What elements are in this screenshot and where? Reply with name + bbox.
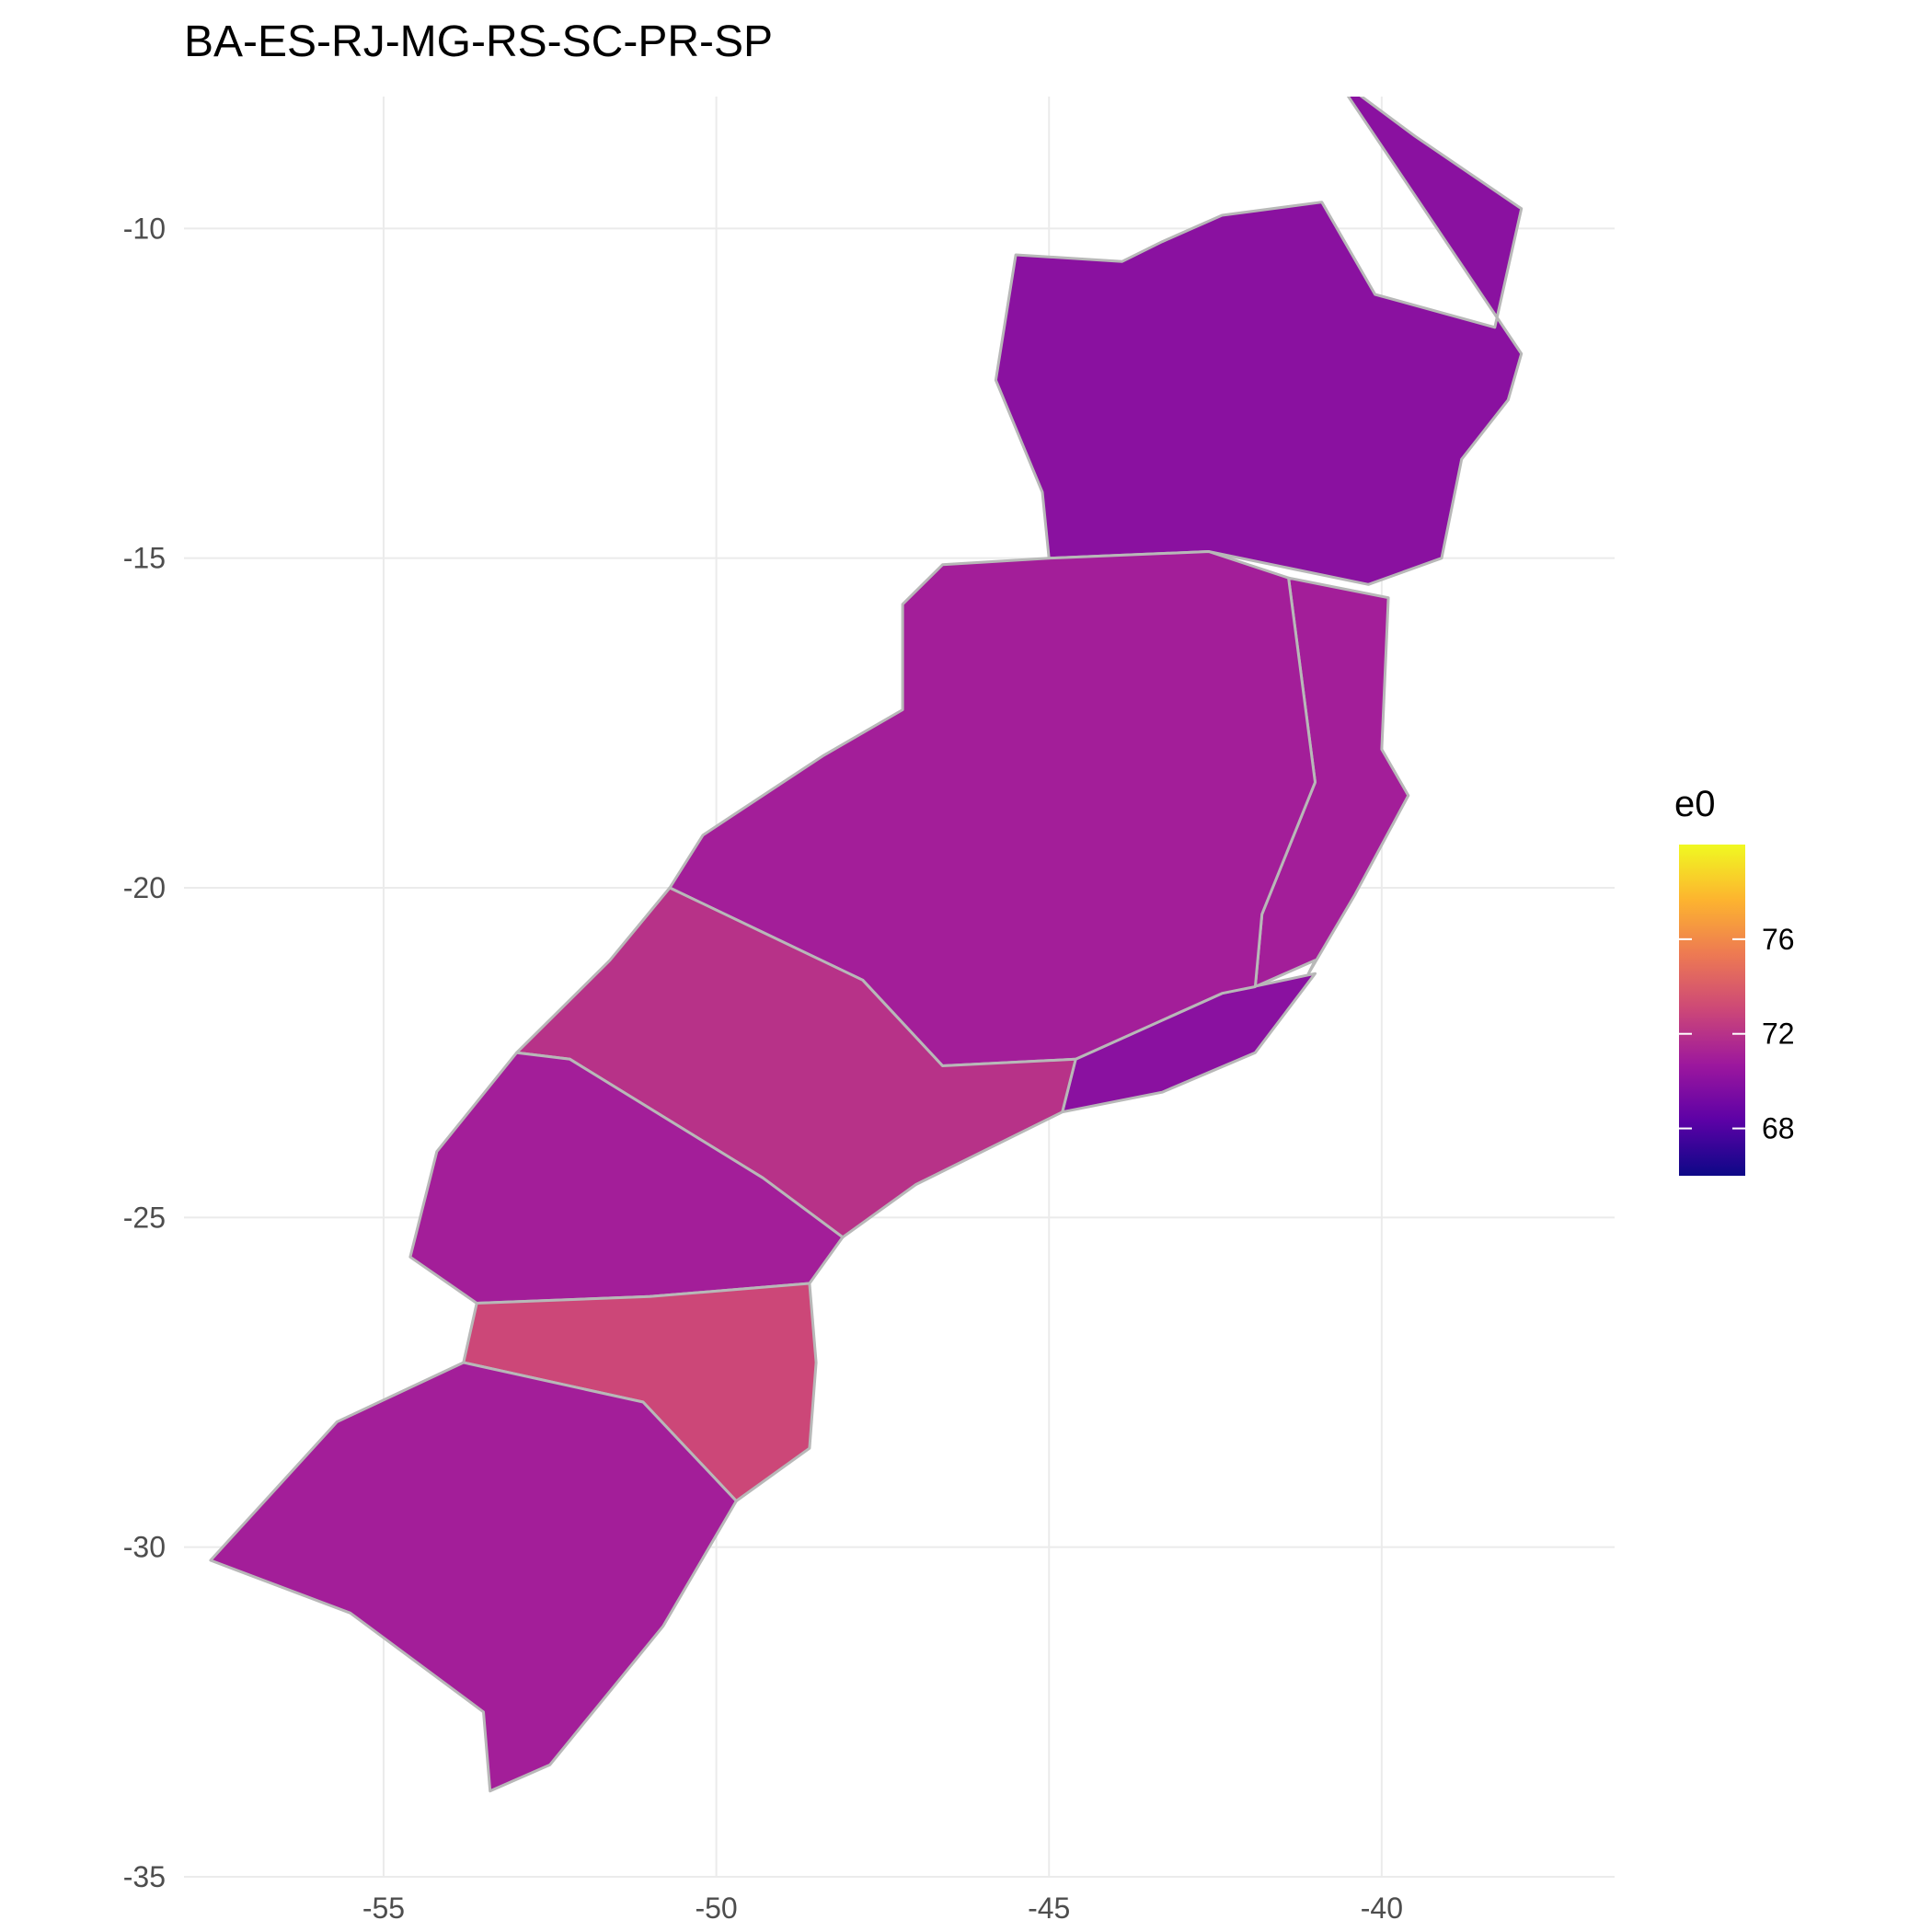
y-tick-label: -25 [123, 1201, 166, 1234]
x-tick-label: -50 [695, 1892, 737, 1925]
region-4 [515, 886, 1077, 1239]
legend-tick-label: 68 [1762, 1112, 1795, 1145]
x-axis-ticks: -55 -50 -45 -40 [362, 1892, 1403, 1925]
legend-ticks: 76 72 68 [1679, 923, 1795, 1145]
map-regions [209, 97, 1524, 1793]
y-tick-label: -35 [123, 1860, 166, 1893]
color-legend: e0 76 72 68 [1674, 784, 1795, 1176]
x-tick-label: -45 [1028, 1892, 1070, 1925]
y-tick-label: -10 [123, 212, 166, 245]
legend-title: e0 [1674, 784, 1716, 824]
legend-tick-label: 72 [1762, 1018, 1795, 1051]
legend-tick-label: 76 [1762, 923, 1795, 956]
region-7 [209, 1361, 738, 1793]
chart-title: BA-ES-RJ-MG-RS-SC-PR-SP [184, 17, 774, 66]
y-tick-label: -15 [123, 542, 166, 575]
region-0 [994, 97, 1524, 586]
colorbar [1679, 845, 1745, 1176]
x-tick-label: -40 [1361, 1892, 1403, 1925]
y-tick-label: -20 [123, 871, 166, 904]
y-tick-label: -30 [123, 1531, 166, 1564]
y-axis-ticks: -10 -15 -20 -25 -30 -35 [123, 212, 166, 1893]
x-tick-label: -55 [362, 1892, 405, 1925]
